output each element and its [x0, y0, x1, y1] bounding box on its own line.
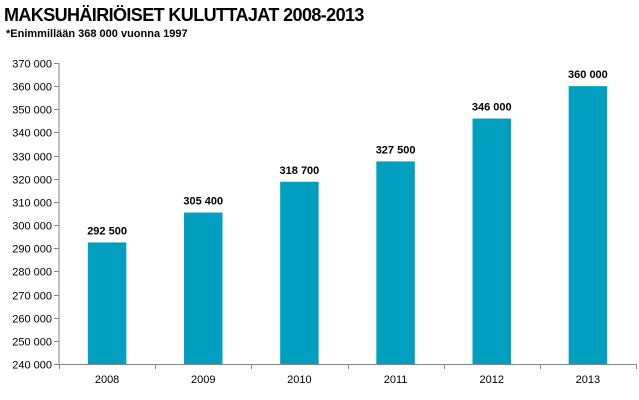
- y-tick-label: 350 000: [12, 105, 52, 117]
- data-label-2010: 318 700: [280, 165, 320, 177]
- x-tick-label-2013: 2013: [576, 374, 600, 386]
- bar-2013: [568, 86, 608, 365]
- x-tick-label-2012: 2012: [480, 374, 504, 386]
- y-tick-label: 370 000: [12, 59, 52, 71]
- y-tick-label: 280 000: [12, 267, 52, 279]
- x-axis: 2008 2009 2010 2011 2012 2013: [59, 364, 637, 386]
- data-label-2011: 327 500: [376, 144, 416, 156]
- bar-2009: [184, 212, 223, 364]
- data-label-2012: 346 000: [472, 102, 512, 114]
- y-tick-label: 340 000: [12, 128, 52, 140]
- bar-2011: [376, 161, 415, 364]
- y-tick-label: 260 000: [12, 314, 52, 326]
- x-tick-label-2008: 2008: [95, 374, 119, 386]
- y-axis: 240 000 250 000 260 000 270 000 280 000 290 0…: [12, 59, 60, 372]
- x-tick-label-2011: 2011: [384, 374, 408, 386]
- x-tick-label-2010: 2010: [287, 374, 311, 386]
- data-labels: 292 500 305 400 318 700 327 500 346 000 360 0…: [87, 69, 608, 237]
- data-label-2009: 305 400: [183, 196, 223, 208]
- y-tick-label: 320 000: [12, 175, 52, 187]
- y-tick-label: 270 000: [12, 291, 52, 303]
- data-label-2013: 360 000: [568, 69, 608, 81]
- y-tick-label: 300 000: [12, 221, 52, 233]
- y-tick-label: 310 000: [12, 198, 52, 210]
- bars: [87, 86, 608, 365]
- chart-subtitle: *Enimmillään 368 000 vuonna 1997: [6, 28, 188, 40]
- data-label-2008: 292 500: [87, 225, 127, 237]
- y-tick-label: 250 000: [12, 337, 52, 349]
- y-tick-label: 290 000: [12, 244, 52, 256]
- bar-2008: [87, 242, 127, 364]
- chart-title: MAKSUHÄIRIÖISET KULUTTAJAT 2008-2013: [4, 5, 364, 25]
- y-tick-label: 330 000: [12, 152, 52, 164]
- y-tick-label: 360 000: [12, 82, 52, 94]
- y-tick-label: 240 000: [12, 360, 52, 372]
- bar-2010: [280, 181, 319, 364]
- bar-2012: [472, 118, 511, 364]
- x-tick-label-2009: 2009: [191, 374, 215, 386]
